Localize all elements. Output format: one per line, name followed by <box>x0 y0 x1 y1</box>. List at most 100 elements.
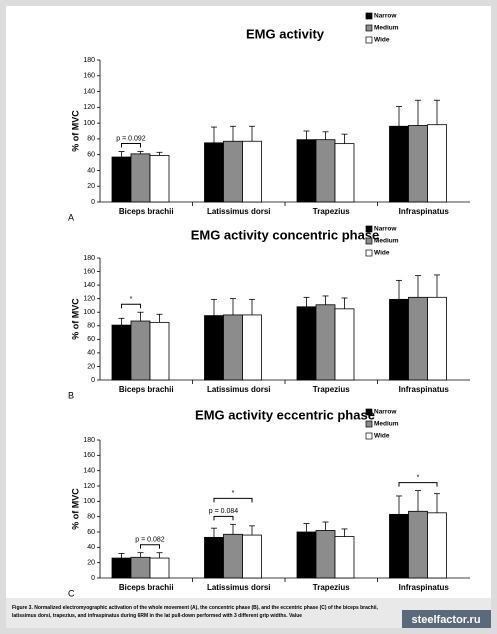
legend-swatch <box>365 237 373 245</box>
y-tick-label: 120 <box>83 483 95 490</box>
bar <box>149 155 170 203</box>
chart-title: EMG activity concentric phase <box>191 227 380 242</box>
y-tick-label: 0 <box>91 199 95 206</box>
legend-swatch <box>365 12 373 20</box>
bar <box>242 314 262 381</box>
legend-swatch <box>365 225 373 233</box>
chart-title: EMG activity <box>246 26 325 41</box>
y-tick-label: 80 <box>87 514 95 521</box>
legend-label: Narrow <box>374 226 397 233</box>
significance-bracket <box>140 544 160 549</box>
y-axis-label: % of MVC <box>70 488 80 530</box>
legend-swatch <box>365 36 373 44</box>
y-tick-label: 40 <box>87 350 95 357</box>
legend-swatch <box>365 408 373 416</box>
bar <box>130 320 151 381</box>
bar <box>408 125 428 203</box>
legend-label: Wide <box>374 433 390 440</box>
bar <box>204 536 224 579</box>
annotation: p = 0.082 <box>135 537 164 544</box>
significance-bracket <box>121 143 141 148</box>
bar <box>204 315 224 381</box>
caption-line: latissimus dorsi, trapezius, and infrasp… <box>12 613 302 619</box>
significance-bracket <box>121 303 141 309</box>
bar <box>111 324 132 381</box>
y-tick-label: 100 <box>83 309 95 316</box>
bar <box>130 153 151 203</box>
panel-label: A <box>68 212 74 222</box>
caption-line: Figure 3. Normalized electromyographic a… <box>12 605 379 611</box>
legend-label: Wide <box>374 37 390 44</box>
y-tick-label: 140 <box>83 468 95 475</box>
y-tick-label: 60 <box>87 152 95 159</box>
annotation: p = 0.092 <box>116 135 145 142</box>
legend-swatch <box>365 24 373 32</box>
y-axis-label: % of MVC <box>70 298 80 340</box>
y-tick-label: 20 <box>87 183 95 190</box>
y-tick-label: 180 <box>83 437 95 444</box>
y-tick-label: 180 <box>83 255 95 262</box>
bar <box>334 143 355 203</box>
bar <box>389 513 409 579</box>
y-tick-label: 160 <box>83 452 95 459</box>
bar <box>111 557 132 579</box>
bar <box>242 534 262 579</box>
y-tick-label: 100 <box>83 120 95 127</box>
legend-label: Narrow <box>374 409 397 416</box>
annotation: p = 0.084 <box>209 508 238 515</box>
bar <box>242 140 262 203</box>
legend-swatch <box>365 432 373 440</box>
chart-title: EMG activity eccentric phase <box>195 407 375 422</box>
bar <box>223 533 243 579</box>
x-tick-label: Infraspinatus <box>399 385 450 394</box>
y-tick-label: 180 <box>83 57 95 64</box>
x-tick-label: Latissimus dorsi <box>207 207 271 216</box>
legend-label: Wide <box>374 250 390 257</box>
y-tick-label: 100 <box>83 498 95 505</box>
bar <box>427 512 447 579</box>
bar <box>296 306 317 381</box>
panel-label: C <box>68 588 75 598</box>
legend-label: Medium <box>374 238 399 245</box>
y-tick-label: 80 <box>87 323 95 330</box>
x-tick-label: Latissimus dorsi <box>207 583 271 592</box>
x-tick-label: Latissimus dorsi <box>207 385 271 394</box>
y-tick-label: 20 <box>87 363 95 370</box>
y-tick-label: 0 <box>91 575 95 582</box>
legend-label: Narrow <box>374 13 397 20</box>
watermark-box <box>402 610 491 628</box>
x-tick-label: Trapezius <box>313 583 350 592</box>
y-tick-label: 60 <box>87 529 95 536</box>
bar <box>111 156 132 203</box>
bar <box>334 308 355 381</box>
x-tick-label: Trapezius <box>313 207 350 216</box>
legend-swatch <box>365 420 373 428</box>
bar <box>315 304 336 381</box>
annotation: * <box>232 490 235 497</box>
x-tick-label: Infraspinatus <box>399 583 450 592</box>
significance-bracket <box>213 497 253 503</box>
bar <box>149 321 170 381</box>
y-tick-label: 120 <box>83 104 95 111</box>
x-tick-label: Biceps brachii <box>119 385 174 394</box>
y-tick-label: 160 <box>83 268 95 275</box>
y-tick-label: 40 <box>87 167 95 174</box>
y-tick-label: 120 <box>83 296 95 303</box>
bar <box>149 557 170 579</box>
x-tick-label: Infraspinatus <box>399 207 450 216</box>
bar <box>296 139 317 203</box>
significance-bracket <box>213 515 234 521</box>
bar <box>334 536 355 579</box>
y-tick-label: 160 <box>83 73 95 80</box>
legend-label: Medium <box>374 421 399 428</box>
bar <box>130 556 151 579</box>
bar <box>389 125 409 203</box>
legend-swatch <box>365 249 373 257</box>
annotation: * <box>417 474 420 481</box>
y-tick-label: 20 <box>87 560 95 567</box>
bar <box>427 296 447 381</box>
annotation: * <box>130 296 133 303</box>
y-axis-label: % of MVC <box>70 110 80 152</box>
bar <box>223 140 243 203</box>
bar <box>408 510 428 579</box>
